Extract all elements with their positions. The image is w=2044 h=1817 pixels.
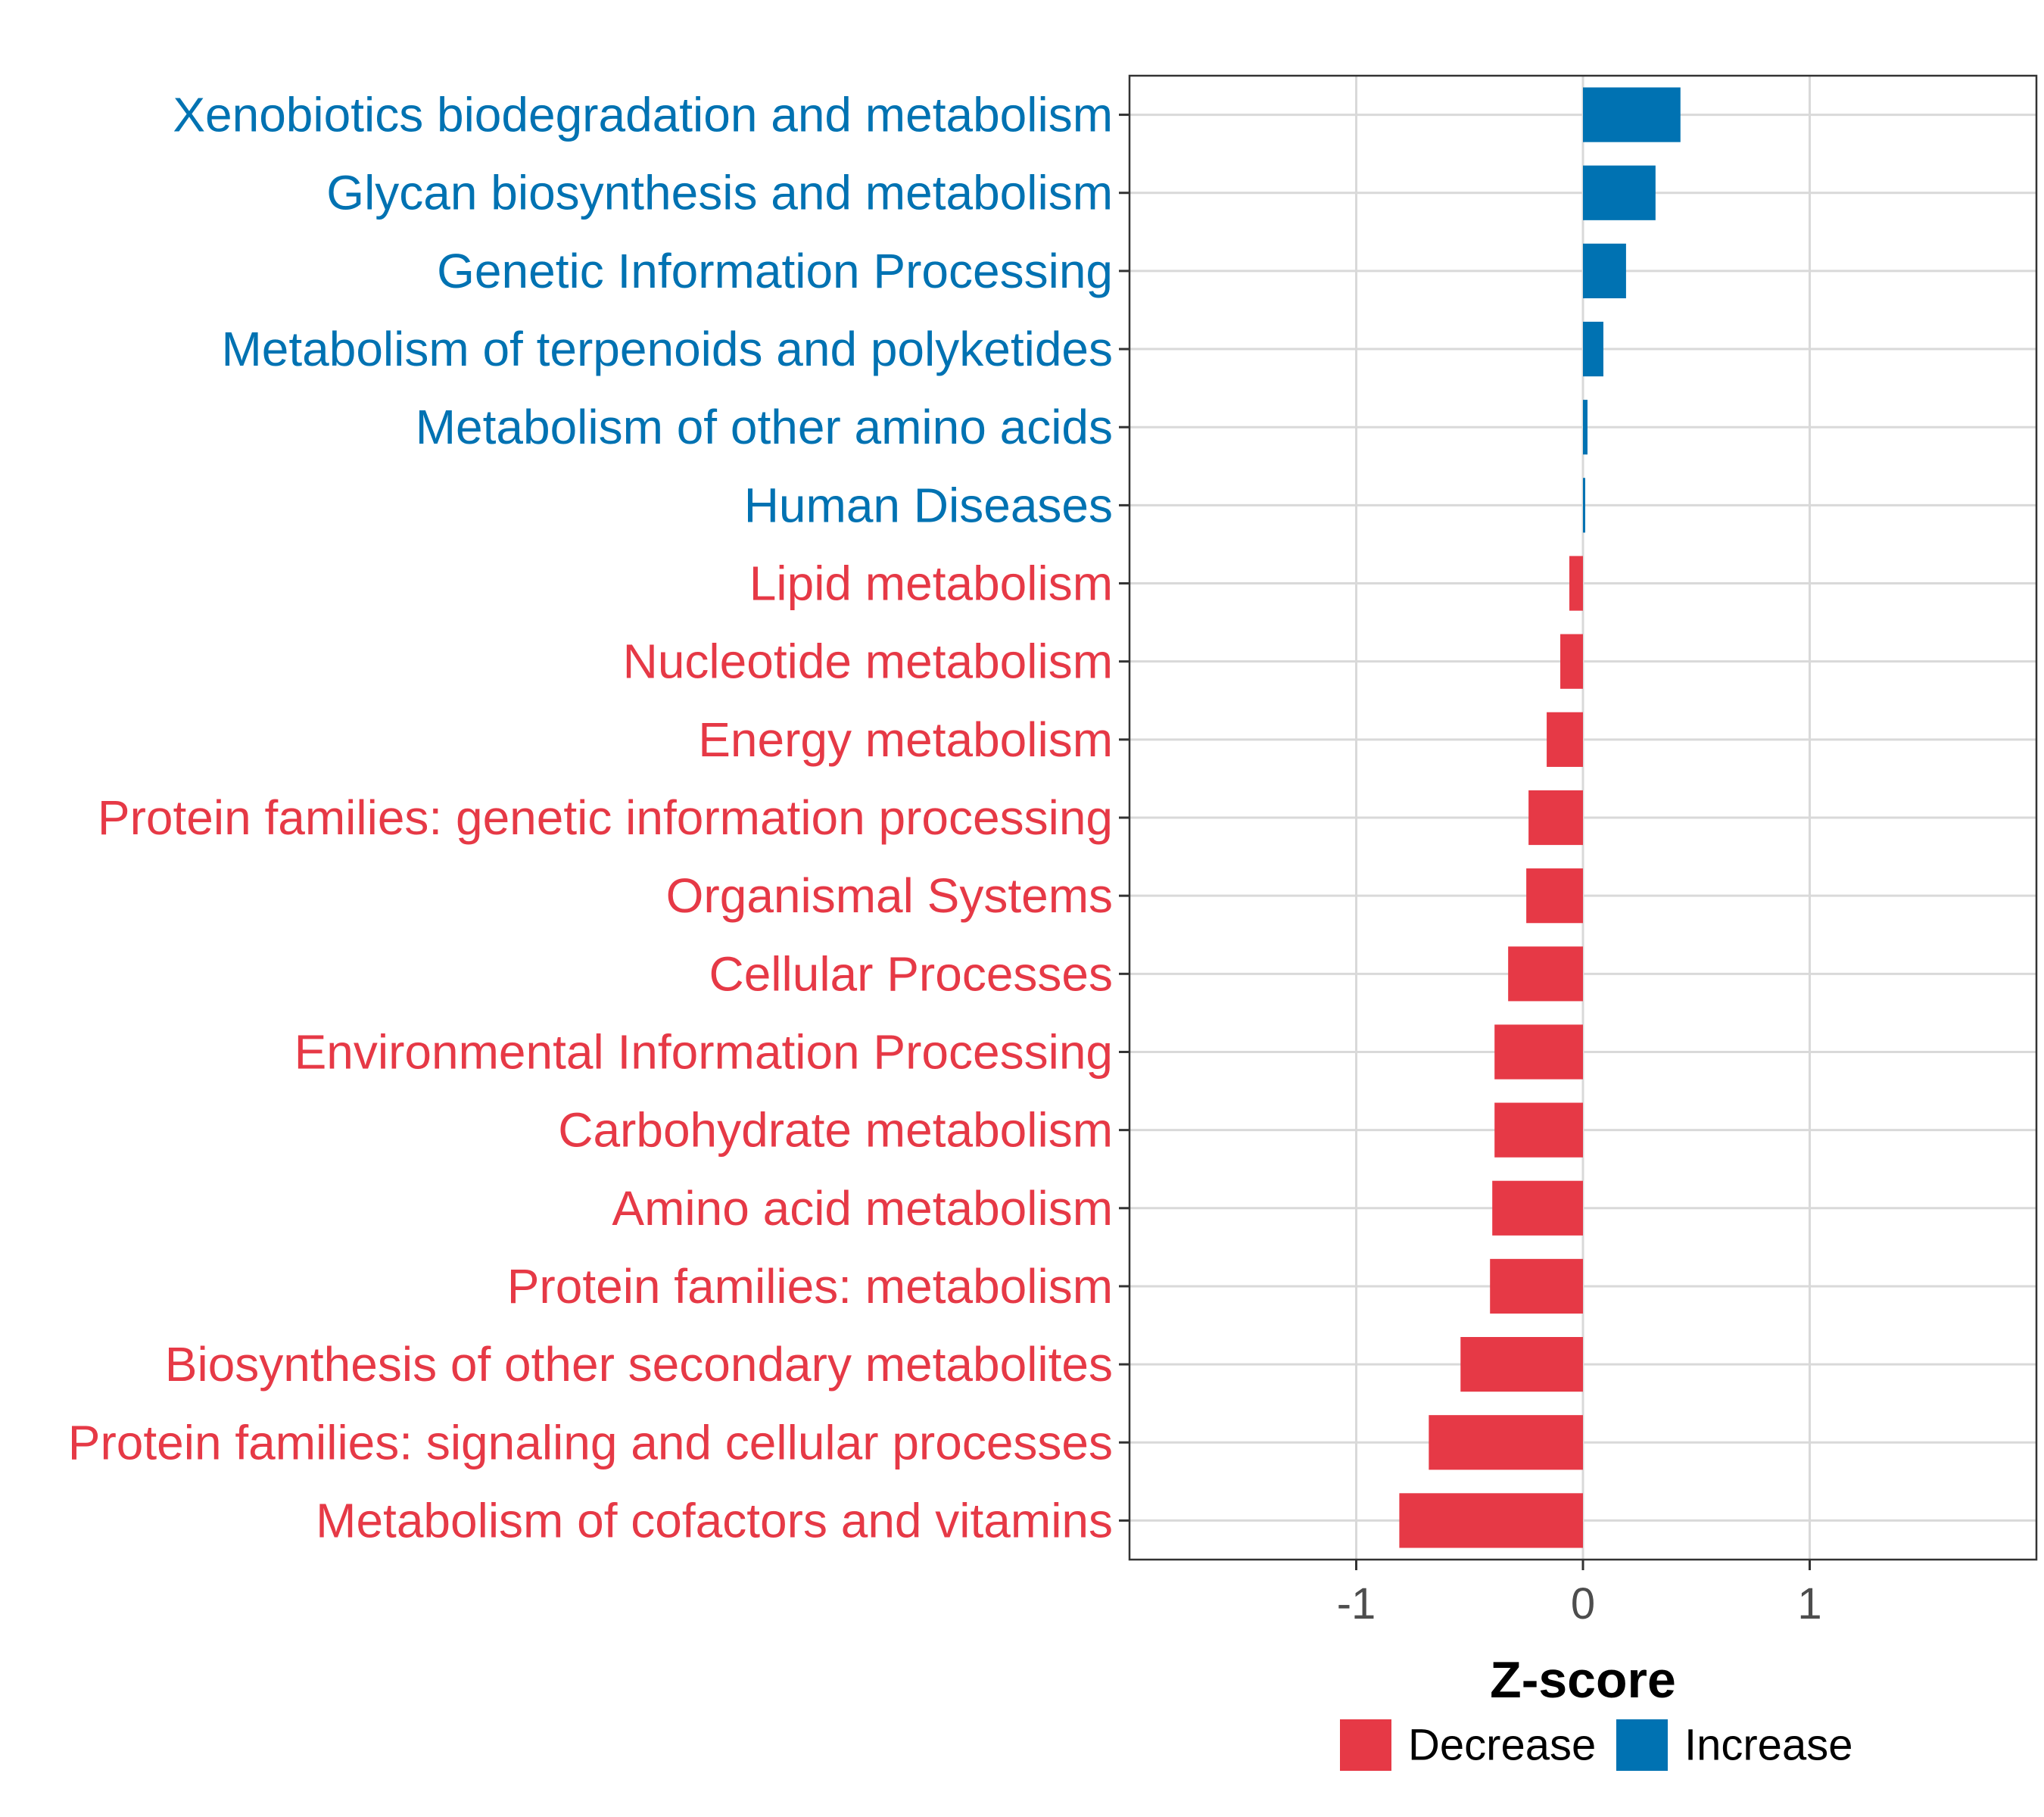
- bar-decrease: [1526, 868, 1583, 924]
- category-label: Protein families: metabolism: [507, 1259, 1113, 1314]
- bar-increase: [1583, 478, 1585, 533]
- bar-decrease: [1560, 634, 1583, 689]
- bar-decrease: [1547, 712, 1583, 767]
- bar-increase: [1583, 87, 1681, 142]
- bar-decrease: [1490, 1258, 1583, 1314]
- bar-decrease: [1494, 1102, 1583, 1158]
- category-label: Protein families: genetic information pr…: [98, 790, 1113, 845]
- category-label: Human Diseases: [744, 478, 1113, 532]
- bars: [1399, 87, 1681, 1548]
- legend-swatch-decrease: [1340, 1719, 1391, 1771]
- bar-decrease: [1429, 1415, 1583, 1470]
- bar-increase: [1583, 321, 1603, 377]
- bar-decrease: [1460, 1337, 1583, 1392]
- bar-decrease: [1399, 1493, 1583, 1548]
- category-label: Metabolism of terpenoids and polyketides: [221, 322, 1113, 376]
- bar-decrease: [1508, 946, 1583, 1002]
- category-label: Nucleotide metabolism: [623, 634, 1113, 689]
- legend-label-decrease: Decrease: [1408, 1721, 1596, 1770]
- bar-decrease: [1528, 790, 1583, 846]
- category-label: Organismal Systems: [666, 868, 1113, 923]
- x-tick-label: 0: [1571, 1579, 1595, 1628]
- category-label: Lipid metabolism: [749, 556, 1113, 611]
- bar-increase: [1583, 243, 1626, 298]
- category-label: Carbohydrate metabolism: [558, 1103, 1113, 1158]
- category-label: Metabolism of cofactors and vitamins: [316, 1493, 1113, 1547]
- category-label: Metabolism of other amino acids: [416, 400, 1113, 454]
- category-label: Cellular Processes: [709, 946, 1113, 1001]
- category-label: Energy metabolism: [698, 712, 1113, 767]
- y-axis-ticks: [1119, 114, 1129, 1522]
- legend: Decrease Increase: [1340, 1719, 1852, 1771]
- category-label: Glycan biosynthesis and metabolism: [326, 166, 1113, 220]
- legend-swatch-increase: [1616, 1719, 1668, 1771]
- bar-increase: [1583, 400, 1588, 455]
- category-label: Xenobiotics biodegradation and metabolis…: [173, 88, 1113, 142]
- category-label: Biosynthesis of other secondary metaboli…: [165, 1337, 1113, 1392]
- x-axis-title: Z-score: [1490, 1651, 1676, 1709]
- y-axis-labels: Xenobiotics biodegradation and metabolis…: [68, 88, 1113, 1548]
- bar-decrease: [1492, 1180, 1583, 1236]
- category-label: Environmental Information Processing: [294, 1024, 1113, 1079]
- legend-label-increase: Increase: [1684, 1721, 1852, 1770]
- category-label: Amino acid metabolism: [612, 1181, 1113, 1236]
- x-axis-ticks: -1 0 1: [1337, 1560, 1822, 1628]
- category-label: Genetic Information Processing: [437, 244, 1113, 298]
- bar-increase: [1583, 165, 1656, 220]
- bar-decrease: [1569, 556, 1583, 611]
- bar-decrease: [1494, 1024, 1583, 1080]
- x-tick-label: -1: [1337, 1579, 1376, 1628]
- x-tick-label: 1: [1797, 1579, 1821, 1628]
- category-label: Protein families: signaling and cellular…: [68, 1415, 1113, 1469]
